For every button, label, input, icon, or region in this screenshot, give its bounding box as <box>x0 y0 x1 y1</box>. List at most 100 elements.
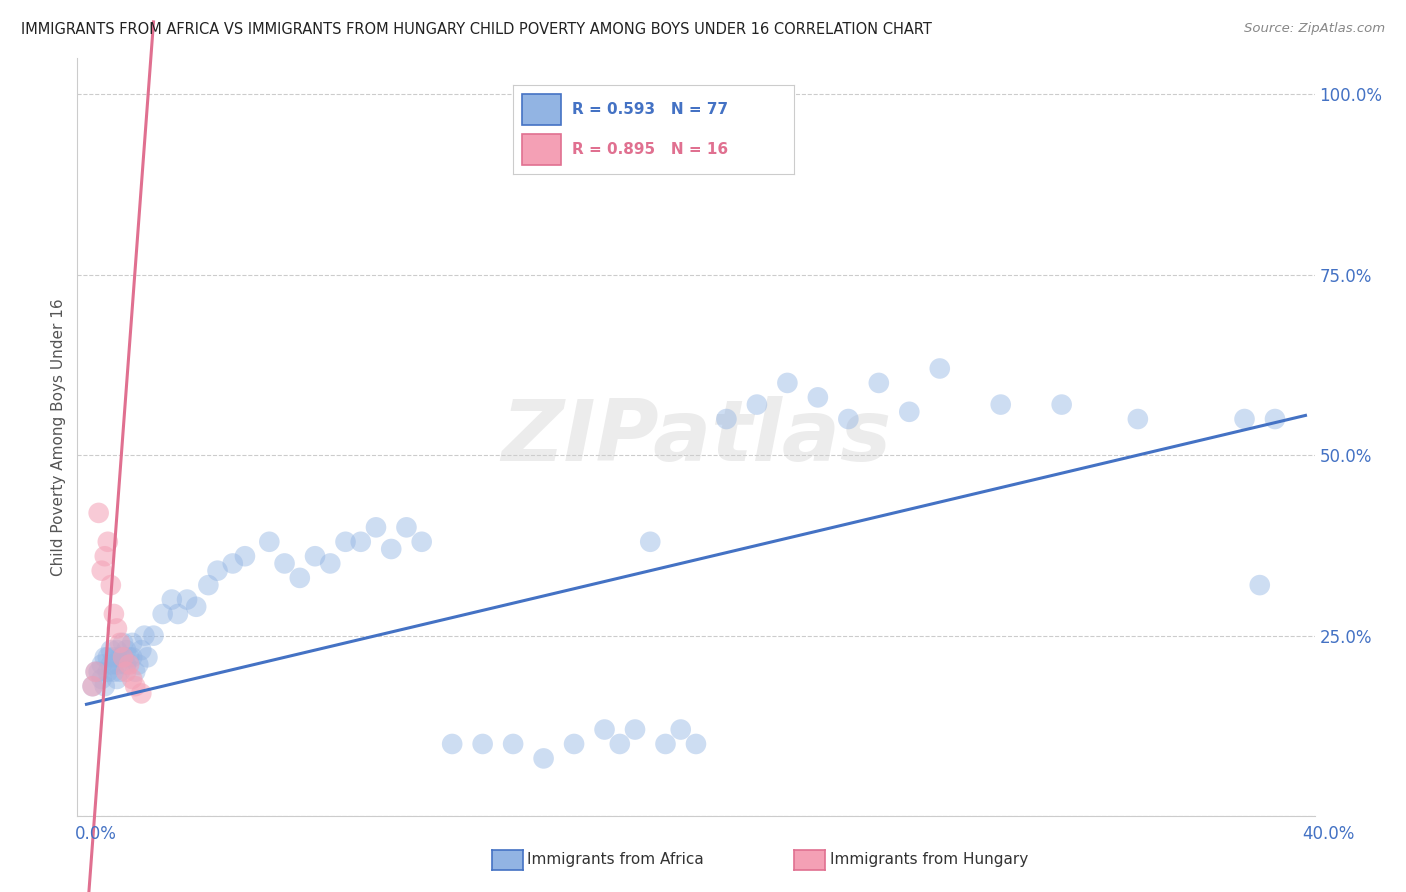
Point <box>533 751 555 765</box>
Point <box>1126 412 1149 426</box>
Point <box>745 398 768 412</box>
Point <box>288 571 311 585</box>
Point <box>669 723 692 737</box>
Point <box>990 398 1012 412</box>
Point <box>1233 412 1256 426</box>
Text: 40.0%: 40.0% <box>1302 825 1355 843</box>
Point <box>115 665 138 679</box>
Point <box>638 534 661 549</box>
Point <box>82 679 104 693</box>
Point <box>121 650 143 665</box>
Point <box>108 650 131 665</box>
Point <box>411 534 433 549</box>
Text: R = 0.593   N = 77: R = 0.593 N = 77 <box>572 102 728 117</box>
Point <box>108 636 131 650</box>
Point <box>152 607 174 621</box>
Point <box>1050 398 1073 412</box>
Point <box>118 650 141 665</box>
Point <box>685 737 707 751</box>
Point <box>127 657 149 672</box>
Point <box>84 665 107 679</box>
Point <box>471 737 494 751</box>
Point <box>609 737 631 751</box>
Point <box>441 737 464 751</box>
Point <box>112 636 135 650</box>
Point <box>142 629 165 643</box>
Text: Immigrants from Hungary: Immigrants from Hungary <box>830 853 1028 867</box>
Point <box>186 599 208 614</box>
Point <box>108 665 131 679</box>
Point <box>112 650 135 665</box>
Point <box>105 657 128 672</box>
Point <box>103 607 125 621</box>
Point <box>131 686 153 700</box>
Bar <box>522 134 561 165</box>
Text: ZIPatlas: ZIPatlas <box>501 395 891 479</box>
Point <box>112 650 135 665</box>
Point <box>273 557 295 571</box>
Point <box>90 657 112 672</box>
Text: IMMIGRANTS FROM AFRICA VS IMMIGRANTS FROM HUNGARY CHILD POVERTY AMONG BOYS UNDER: IMMIGRANTS FROM AFRICA VS IMMIGRANTS FRO… <box>21 22 932 37</box>
Point <box>233 549 256 564</box>
Point <box>335 534 357 549</box>
Point <box>319 557 342 571</box>
Point <box>124 679 146 693</box>
Point <box>121 672 143 686</box>
Point <box>167 607 190 621</box>
Point <box>97 665 120 679</box>
Point <box>100 578 122 592</box>
Y-axis label: Child Poverty Among Boys Under 16: Child Poverty Among Boys Under 16 <box>51 298 66 576</box>
Point <box>131 643 153 657</box>
Point <box>94 650 117 665</box>
Point <box>562 737 585 751</box>
Text: Immigrants from Africa: Immigrants from Africa <box>527 853 704 867</box>
Point <box>100 657 122 672</box>
Point <box>207 564 229 578</box>
Point <box>259 534 281 549</box>
Point <box>160 592 183 607</box>
Point <box>134 629 156 643</box>
Point <box>94 679 117 693</box>
Point <box>103 650 125 665</box>
Text: 0.0%: 0.0% <box>75 825 117 843</box>
Point <box>115 657 138 672</box>
Point <box>105 622 128 636</box>
Point <box>136 650 159 665</box>
Text: Source: ZipAtlas.com: Source: ZipAtlas.com <box>1244 22 1385 36</box>
Point <box>716 412 738 426</box>
Point <box>87 506 110 520</box>
Point <box>121 636 143 650</box>
Point <box>103 665 125 679</box>
Bar <box>522 94 561 125</box>
Point <box>776 376 799 390</box>
Point <box>350 534 373 549</box>
Point <box>380 541 402 556</box>
Point <box>304 549 326 564</box>
Point <box>97 650 120 665</box>
Point <box>176 592 198 607</box>
Point <box>898 405 921 419</box>
Point <box>124 665 146 679</box>
Point <box>118 657 141 672</box>
Point <box>97 534 120 549</box>
Point <box>395 520 418 534</box>
Point <box>90 564 112 578</box>
Point <box>837 412 859 426</box>
Point <box>364 520 387 534</box>
Point <box>105 672 128 686</box>
Point <box>197 578 219 592</box>
Point <box>82 679 104 693</box>
Point <box>1249 578 1271 592</box>
Point <box>654 737 676 751</box>
Point <box>928 361 950 376</box>
Point <box>90 672 112 686</box>
Point <box>100 643 122 657</box>
Point <box>115 643 138 657</box>
Point <box>222 557 245 571</box>
Point <box>105 643 128 657</box>
Point <box>868 376 890 390</box>
Point <box>84 665 107 679</box>
Point <box>1264 412 1286 426</box>
Point <box>502 737 524 751</box>
Point <box>807 390 830 404</box>
